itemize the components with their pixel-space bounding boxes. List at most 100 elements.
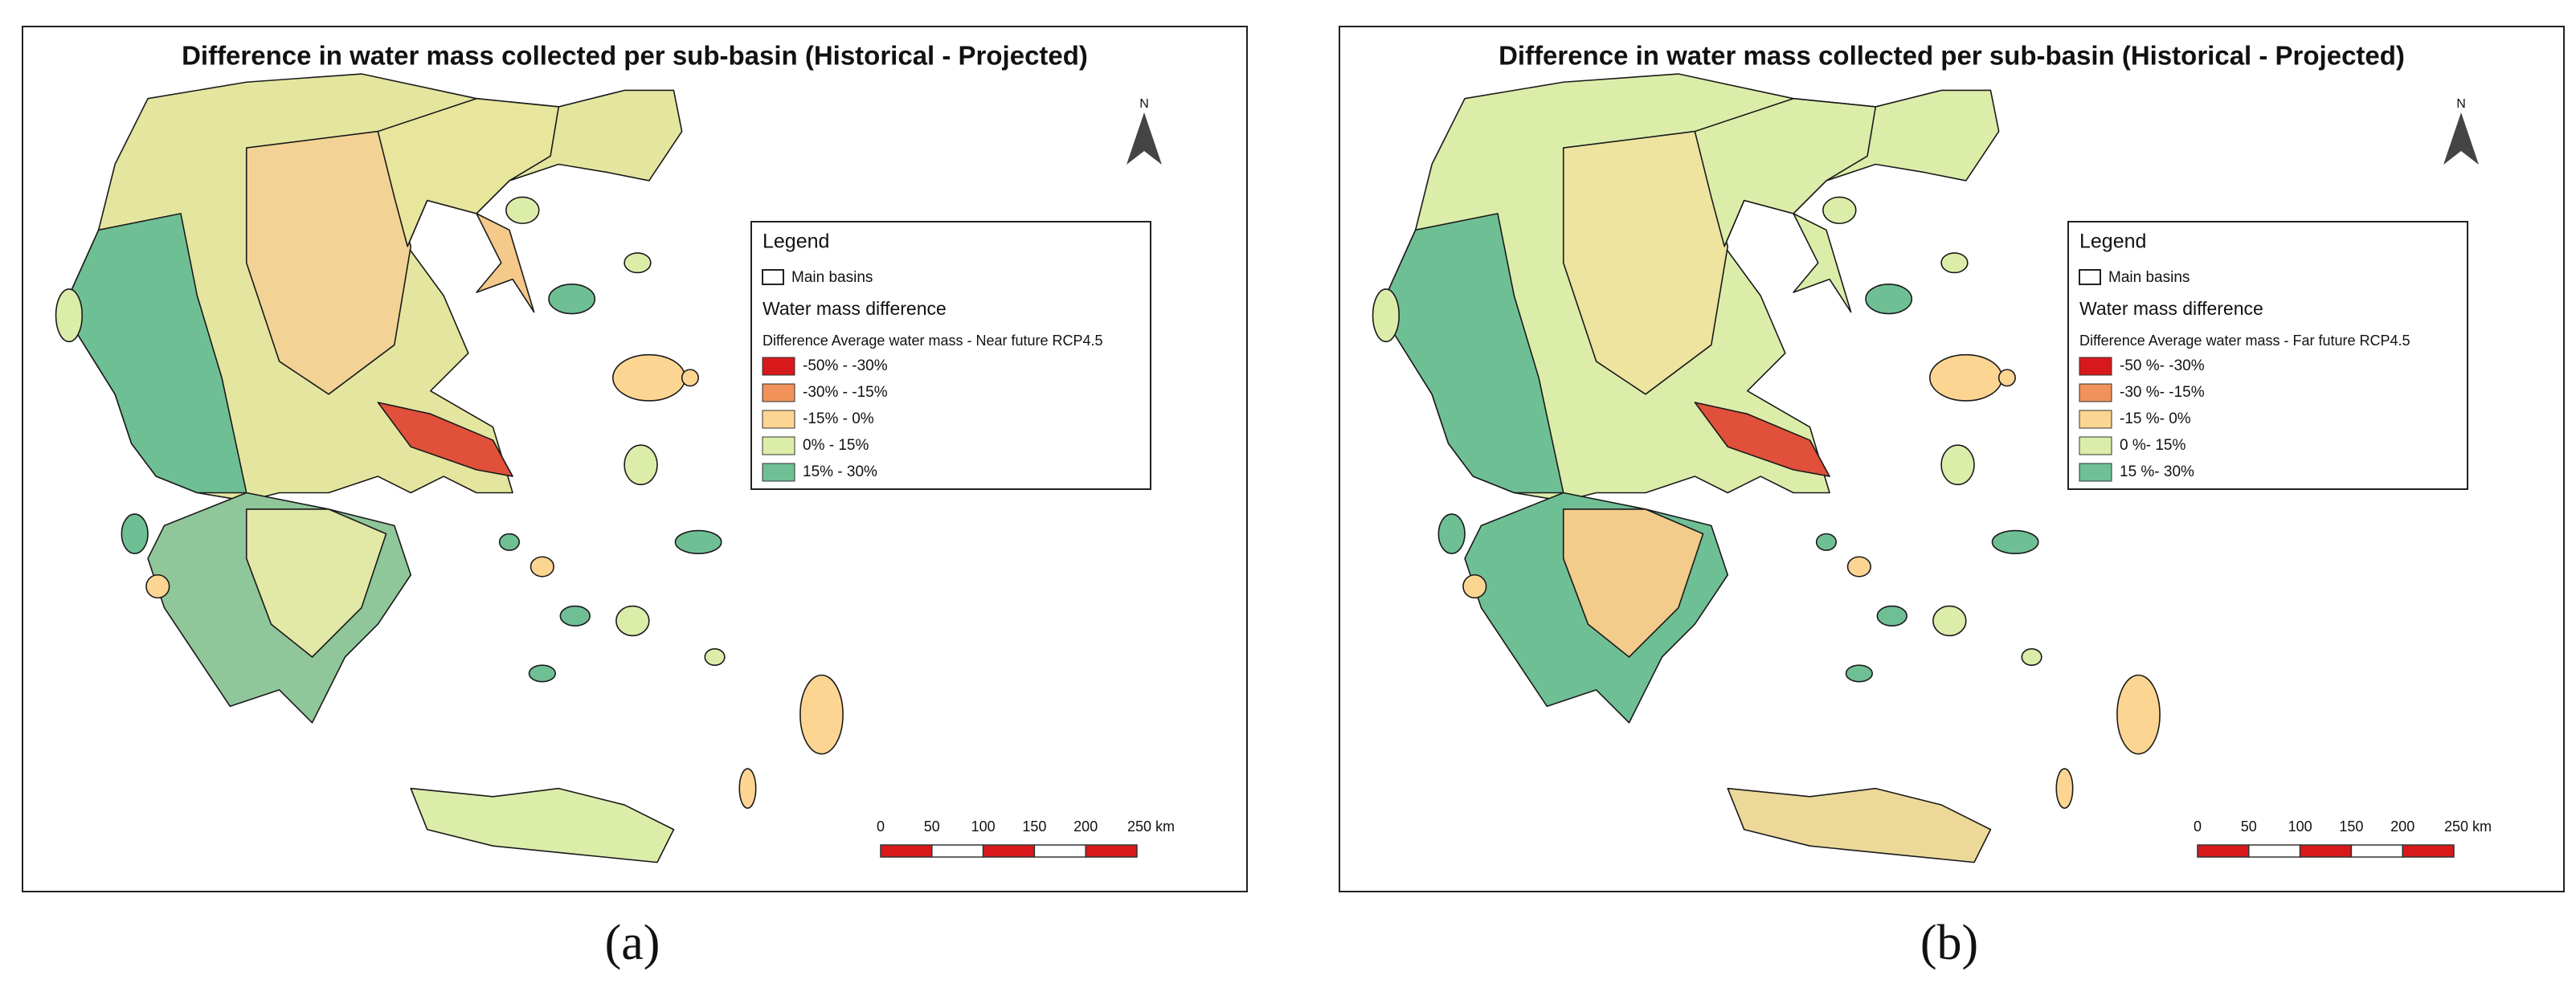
island — [1941, 445, 1974, 484]
island — [1866, 284, 1912, 314]
island — [739, 769, 755, 808]
region — [378, 99, 558, 247]
island — [2117, 675, 2160, 753]
island — [1930, 355, 2002, 401]
region — [247, 509, 386, 657]
legend-subtitle: Difference Average water mass - Far futu… — [2079, 333, 2410, 349]
map-panel: Difference in water mass collected per s… — [22, 26, 1248, 970]
island — [56, 289, 83, 341]
map-panel: Difference in water mass collected per s… — [1339, 26, 2565, 970]
scale-label: 200 — [1073, 818, 1098, 835]
region — [411, 789, 673, 863]
basin-label: Main basins — [791, 269, 873, 286]
north-arrow — [2443, 112, 2479, 165]
scale-label: 0 — [877, 818, 885, 835]
basin-swatch — [762, 269, 784, 285]
legend-label: -50% - -30% — [803, 357, 888, 374]
legend-label: -15 %- 0% — [2120, 410, 2191, 427]
legend-label: -50 %- -30% — [2120, 357, 2205, 374]
scale-label: 50 — [2241, 818, 2257, 835]
island — [500, 534, 520, 550]
legend-subtitle: Difference Average water mass - Near fut… — [763, 333, 1103, 349]
legend-label: 15% - 30% — [803, 463, 877, 480]
island — [682, 369, 698, 386]
scale-segment — [880, 844, 933, 858]
map-title: Difference in water mass collected per s… — [182, 41, 1088, 71]
legend-label: 0% - 15% — [803, 437, 869, 454]
scale-label: 200 — [2390, 818, 2414, 835]
island — [705, 649, 725, 665]
scale-label: 150 — [1022, 818, 1046, 835]
island — [560, 606, 590, 627]
map — [1373, 74, 2161, 863]
scale-label: 150 — [2339, 818, 2363, 835]
legend-group: Water mass difference — [2079, 298, 2263, 319]
panel-label: (b) — [1920, 916, 1978, 970]
region — [476, 214, 534, 312]
scale-segment — [982, 844, 1036, 858]
scale-segment — [2248, 844, 2301, 858]
legend-label: -30% - -15% — [803, 384, 888, 401]
scale-segment — [1085, 844, 1138, 858]
island — [549, 284, 595, 314]
north-arrow — [1126, 112, 1162, 165]
island — [531, 557, 554, 577]
map-title: Difference in water mass collected per s… — [1499, 41, 2405, 71]
legend-swatch — [2079, 383, 2112, 402]
island — [800, 675, 843, 753]
island — [624, 253, 651, 273]
scale-segment — [2197, 844, 2250, 858]
scale-segment — [2350, 844, 2403, 858]
legend-swatch — [2079, 463, 2112, 482]
island — [675, 531, 721, 554]
region — [1793, 214, 1851, 312]
island — [1848, 557, 1871, 577]
legend-title: Legend — [763, 231, 829, 253]
island — [2056, 769, 2072, 808]
region — [1564, 509, 1703, 657]
island — [624, 445, 657, 484]
island — [1817, 534, 1837, 550]
legend-swatch — [762, 463, 795, 482]
island — [1373, 289, 1400, 341]
legend-swatch — [762, 436, 795, 455]
island — [1877, 606, 1907, 627]
island — [1846, 665, 1872, 681]
island — [1992, 531, 2038, 554]
island — [2022, 649, 2042, 665]
scale-segment — [1033, 844, 1086, 858]
legend-box — [750, 221, 1151, 490]
region — [1728, 789, 1990, 863]
legend-swatch — [2079, 357, 2112, 376]
legend-label: 0 %- 15% — [2120, 437, 2186, 454]
legend-swatch — [762, 383, 795, 402]
island — [1933, 606, 1966, 636]
basin-swatch — [2079, 269, 2101, 285]
island — [529, 665, 555, 681]
legend-group: Water mass difference — [763, 298, 947, 319]
region — [1695, 402, 1830, 476]
legend-swatch — [762, 410, 795, 429]
island — [1438, 514, 1465, 553]
island — [146, 575, 170, 598]
legend-swatch — [2079, 410, 2112, 429]
scale-label: 250 km — [2444, 818, 2492, 835]
scale-label: 100 — [2288, 818, 2312, 835]
island — [1463, 575, 1486, 598]
island — [613, 355, 685, 401]
scale-label: 0 — [2194, 818, 2202, 835]
basin-label: Main basins — [2108, 269, 2190, 286]
legend-title: Legend — [2079, 231, 2146, 253]
scale-label: 100 — [971, 818, 996, 835]
legend-label: -15% - 0% — [803, 410, 874, 427]
north-label: N — [1139, 97, 1149, 111]
legend-label: 15 %- 30% — [2120, 463, 2194, 480]
region — [1695, 99, 1875, 247]
legend-label: -30 %- -15% — [2120, 384, 2205, 401]
island — [506, 197, 539, 223]
north-label: N — [2456, 97, 2466, 111]
scale-segment — [931, 844, 984, 858]
panel-label: (a) — [605, 916, 660, 970]
island — [616, 606, 649, 636]
